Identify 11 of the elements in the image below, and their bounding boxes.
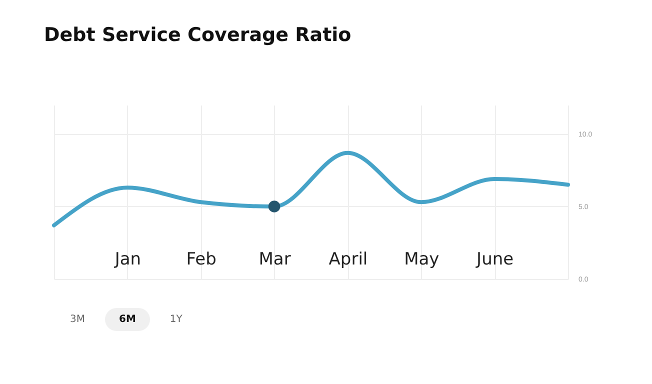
x-tick-label: May <box>404 250 440 270</box>
text: 3M <box>69 313 86 327</box>
text: 6M <box>105 308 150 331</box>
x-tick-label: Jan <box>114 250 142 270</box>
x-tick-label: June <box>476 250 514 270</box>
x-tick-label: Mar <box>258 250 291 270</box>
x-tick-label: Feb <box>186 250 216 270</box>
line-series <box>52 150 570 228</box>
x-tick-label: April <box>328 250 368 270</box>
text: 1Y <box>168 313 184 327</box>
chart-title: Debt Service Coverage Ratio <box>44 24 352 46</box>
